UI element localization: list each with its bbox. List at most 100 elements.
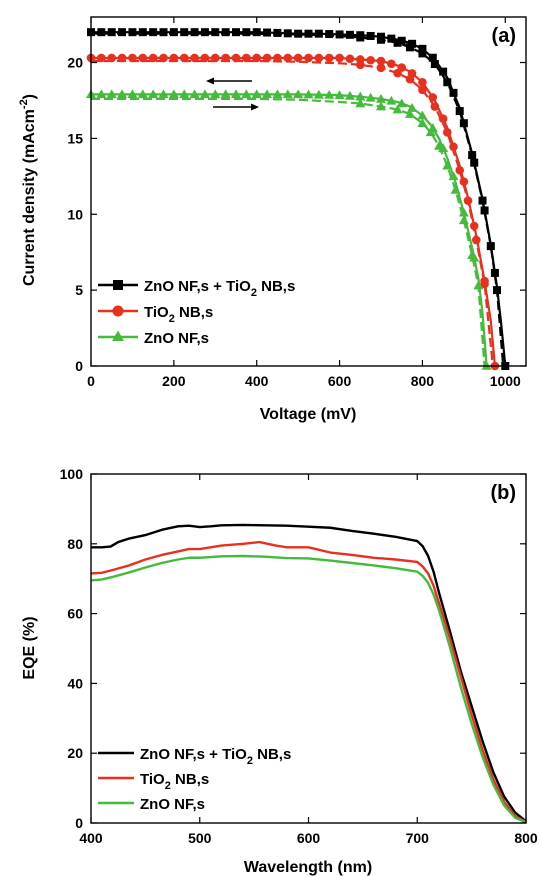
panel-b-y-tick-label: 100 (60, 466, 84, 482)
panel-a-y-tick-label: 10 (67, 206, 83, 222)
panel-a-series-1-marker (449, 142, 458, 152)
panel-a-series-1-marker (366, 55, 375, 65)
panel-a-series-0-marker (335, 30, 344, 39)
panel-a-x-tick-label: 600 (328, 373, 352, 389)
panel-a-series-2-forward-marker (434, 140, 444, 150)
panel-a-series-1-marker (179, 53, 189, 63)
panel-a-series-0-marker (459, 119, 468, 128)
panel-a-series-1-marker (148, 53, 158, 63)
panel-a-series-2-marker (231, 89, 241, 99)
panel-b-x-tick-label: 400 (79, 830, 103, 846)
panel-a-series-0-marker (325, 30, 334, 39)
panel-a-series-1-marker (418, 77, 427, 87)
panel-a-series-2-marker (262, 89, 273, 99)
panel-a-series-2-marker (220, 89, 231, 99)
panel-a-series-0-marker (387, 34, 396, 43)
panel-b-legend-entry-1: TiO2 NB,s (98, 771, 209, 792)
panel-a-series-0-marker (470, 158, 479, 167)
panel-b-x-tick-label: 500 (188, 830, 212, 846)
panel-a-series-2-marker (448, 171, 459, 181)
panel-a-series-1-forward-marker (418, 85, 427, 95)
panel-a-series-2-marker (407, 103, 418, 112)
panel-a-series-1-marker (438, 114, 448, 123)
panel-a-frame (90, 16, 527, 367)
panel-a-y-axis-title-main: Current density (mAcm (21, 109, 38, 286)
panel-a-series-2-forward-marker (467, 250, 478, 260)
legend-a-label-0-end: NB,s (257, 278, 295, 295)
panel-a-series-1-marker (107, 53, 117, 63)
legend-b-label-2: ZnO NF,s (140, 796, 205, 813)
panel-a-series-1-marker (128, 53, 137, 63)
legend-b-label-1-end: NB,s (171, 771, 209, 788)
panel-a-series-1-marker (97, 53, 106, 63)
panel-a-series-0-marker (107, 28, 116, 37)
panel-a-series-0-marker (294, 29, 303, 38)
panel-a-series-2-reverse-line (91, 93, 488, 367)
legend-a-label-0: ZnO NF,s + TiO2 NB,s (144, 278, 295, 299)
legend-a-circle-marker (112, 305, 124, 317)
panel-a-series-1-forward-marker (405, 74, 415, 84)
panel-a-series-2-marker (137, 89, 148, 99)
panel-a-series-1-marker (242, 53, 251, 63)
panel-a-series-1-marker (345, 54, 355, 64)
panel-a-series-0-forward-marker (486, 242, 495, 251)
panel-a-series-2-marker (179, 89, 190, 99)
panel-a-series-0-marker (138, 28, 147, 37)
panel-a-legend-entry-1: TiO2 NB,s (98, 304, 213, 325)
panel-b-eqe-spectra: 400 500 600 700 800 0 20 40 60 80 100 (b) Waveleng… (21, 466, 538, 876)
panel-a-series-1-marker (210, 53, 220, 63)
panel-a-series-0-marker (428, 53, 437, 62)
panel-a-series-0-marker (169, 28, 178, 37)
panel-a-series-2-forward-marker (450, 184, 461, 194)
panel-a-series-1-marker (469, 221, 479, 231)
legend-a-label-0-main: ZnO NF,s + TiO (144, 278, 251, 295)
panel-a-x-tick-label: 0 (87, 373, 95, 389)
panel-a-series-2-marker (386, 95, 397, 105)
panel-a-series-1-forward-marker (463, 196, 473, 205)
panel-a-series-2-marker (334, 90, 345, 99)
panel-a-series-1-marker (138, 53, 148, 63)
panel-a-series-1-forward-marker (430, 102, 440, 111)
panel-a-series-0-marker (263, 28, 272, 37)
panel-a-series-0-marker (366, 31, 375, 40)
panel-a-series-2-marker (158, 89, 169, 99)
panel-b-x-axis-title: Wavelength (nm) (244, 859, 372, 876)
panel-a-series-2-marker (344, 90, 355, 100)
panel-a-series-2-marker (458, 207, 469, 217)
panel-a-series-0-marker (304, 29, 313, 38)
panel-a-series-0-marker (439, 67, 448, 76)
panel-a-series-2-marker (241, 89, 252, 99)
panel-a-series-2-marker (324, 89, 335, 99)
panel-a-series-2-forward-marker (458, 215, 469, 225)
panel-a-series-2-marker (438, 143, 449, 153)
legend-a-square-marker (113, 280, 123, 290)
panel-b-legend-entry-2: ZnO NF,s (98, 796, 205, 813)
legend-a-label-2: ZnO NF,s (144, 330, 209, 347)
panel-a-series-2-forward-marker (376, 101, 386, 111)
panel-a-series-2-marker (127, 89, 138, 99)
panel-a-legend-entry-0: ZnO NF,s + TiO2 NB,s (98, 278, 295, 299)
reverse-sweep-arrow (206, 77, 252, 85)
panel-a-series-0-marker (480, 206, 489, 215)
panel-a-series-0-forward-marker (468, 151, 477, 160)
panel-a-series-2-marker (168, 89, 179, 99)
panel-a-series-1-marker (117, 53, 127, 63)
sweep-direction-arrows (206, 77, 259, 111)
legend-b-label-0-main: ZnO NF,s + TiO (140, 746, 247, 763)
panel-a-legend-entry-2: ZnO NF,s (98, 330, 209, 347)
panel-a-series-2-forward-marker (355, 98, 366, 108)
panel-a-series-0-marker (252, 28, 261, 37)
panel-b-y-tick-label: 40 (67, 675, 83, 691)
panel-a-series-2-marker (282, 89, 293, 99)
panel-a-series-2-marker (293, 89, 304, 99)
panel-a-y-tick-label: 5 (75, 282, 83, 298)
panel-a-label: (a) (492, 25, 516, 47)
panel-b-y-tick-label: 20 (67, 745, 83, 761)
panel-a-series-2-marker (417, 110, 428, 120)
panel-a-series-2-forward-marker (473, 280, 484, 290)
panel-a-series-0-marker (180, 28, 189, 37)
panel-a-series-2-forward-marker (442, 160, 453, 170)
panel-a-series-0-marker (118, 28, 127, 37)
panel-b-plot-area (90, 523, 527, 824)
